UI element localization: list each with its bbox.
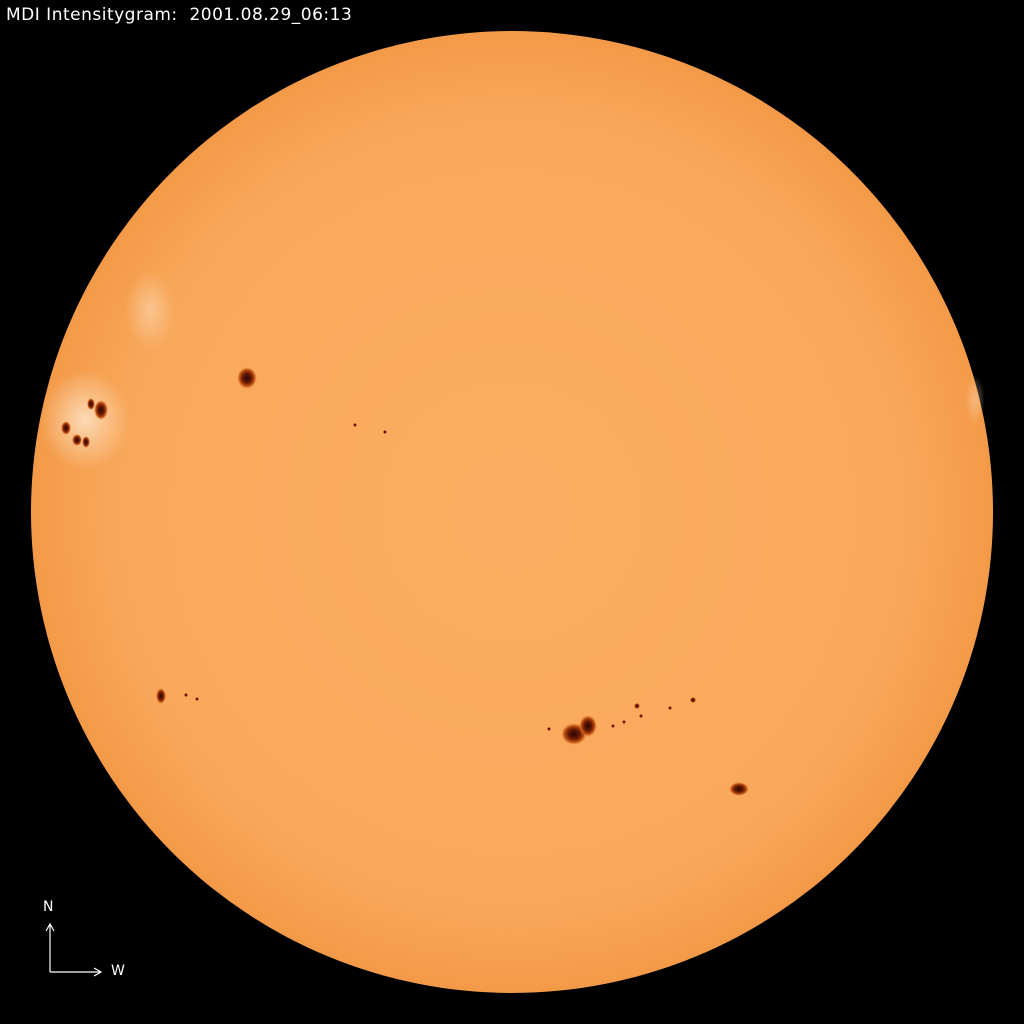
sunspot [195,697,199,701]
sunspot [579,715,597,737]
sun-disk [31,31,993,993]
sunspot [729,782,749,796]
sunspot [353,423,357,427]
sunspot [547,727,551,731]
compass-arrows-icon [45,922,103,977]
west-label: W [111,963,125,979]
faculae [40,270,985,470]
sunspot [622,720,626,724]
sunspot [690,697,696,703]
north-label: N [43,899,54,915]
sunspot [87,398,95,410]
sunspot [634,703,640,709]
sunspot [156,688,166,704]
sunspot [61,421,71,435]
sunspot [639,714,643,718]
sunspot [383,430,387,434]
sunspot [82,436,90,448]
sunspot [668,706,672,710]
sunspot [184,693,188,697]
sunspot [94,400,108,420]
sunspot [72,434,82,446]
sunspot [237,367,257,389]
image-title: MDI Intensitygram: 2001.08.29_06:13 [6,5,353,25]
sunspot [611,724,615,728]
sunspots [61,367,749,796]
